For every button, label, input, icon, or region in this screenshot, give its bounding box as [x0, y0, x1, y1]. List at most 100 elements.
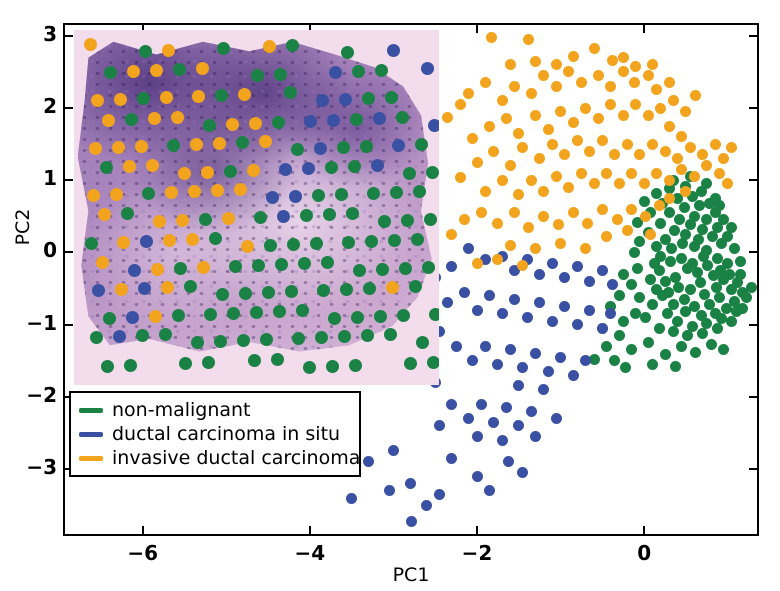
scatter-point — [550, 80, 562, 92]
x-axis-tick — [476, 526, 479, 534]
inset-dot — [110, 188, 123, 202]
inset-dot — [117, 235, 130, 249]
inset-dot — [160, 91, 173, 105]
scatter-point — [471, 470, 483, 482]
scatter-point — [580, 243, 592, 255]
scatter-point — [609, 149, 621, 161]
y-axis-tick — [65, 251, 73, 254]
scatter-point — [509, 264, 521, 276]
scatter-point — [714, 264, 726, 276]
scatter-point — [571, 261, 583, 273]
scatter-point — [713, 199, 725, 211]
y-tick-label: 0 — [43, 238, 57, 263]
inset-dot — [229, 259, 242, 273]
scatter-point — [670, 360, 682, 372]
scatter-point — [530, 109, 542, 121]
inset-dot — [298, 256, 311, 270]
scatter-point — [530, 55, 542, 67]
scatter-point — [665, 255, 677, 267]
scatter-point — [563, 66, 575, 78]
inset-dot — [123, 160, 136, 173]
scatter-point — [596, 203, 608, 215]
inset-dot — [285, 285, 298, 298]
inset-dot — [98, 208, 111, 222]
inset-dot — [378, 215, 391, 229]
inset-dot — [91, 94, 104, 108]
inset-dot — [249, 116, 262, 130]
scatter-point — [651, 284, 663, 296]
scatter-point — [442, 297, 454, 309]
inset-dot — [248, 353, 261, 367]
scatter-point — [647, 59, 659, 71]
inset-dot — [339, 93, 352, 107]
inset-dot — [421, 62, 434, 76]
scatter-point — [726, 221, 738, 233]
scatter-point — [626, 167, 638, 179]
scatter-point — [667, 298, 679, 310]
scatter-point — [712, 252, 724, 264]
scatter-point — [630, 98, 642, 110]
inset-dot — [422, 260, 435, 274]
scatter-point — [592, 113, 604, 125]
scatter-point — [500, 402, 512, 414]
scatter-point — [450, 340, 462, 352]
inset-dot — [403, 167, 416, 180]
inset-dot — [90, 331, 103, 345]
scatter-point — [606, 54, 618, 66]
scatter-point — [596, 135, 608, 147]
scatter-point — [726, 284, 738, 296]
inset-dot — [346, 207, 359, 221]
y-axis-tick — [65, 179, 73, 182]
inset-dot — [138, 282, 151, 295]
inset-dot — [277, 210, 290, 224]
histology-inset-image — [74, 30, 439, 385]
scatter-point — [592, 70, 604, 82]
inset-dot — [291, 142, 304, 156]
inset-dot — [238, 88, 251, 102]
inset-dot — [149, 310, 162, 324]
scatter-point — [605, 98, 617, 110]
inset-dot — [259, 134, 272, 148]
scatter-point — [581, 218, 593, 230]
inset-dot — [211, 184, 224, 198]
scatter-point — [682, 262, 694, 274]
scatter-point — [601, 231, 613, 243]
scatter-point — [538, 384, 550, 396]
inset-dot — [216, 288, 229, 301]
scatter-point — [542, 366, 554, 378]
scatter-point — [484, 485, 496, 497]
scatter-point — [617, 51, 629, 63]
inset-dot — [365, 234, 378, 248]
scatter-point — [647, 298, 659, 310]
inset-dot — [328, 312, 341, 326]
scatter-point — [662, 286, 674, 298]
scatter-point — [500, 113, 512, 125]
inset-dot — [142, 187, 155, 201]
inset-dot — [214, 335, 227, 349]
scatter-point — [504, 239, 516, 251]
inset-dot — [188, 185, 201, 199]
scatter-point — [567, 50, 579, 62]
scatter-point — [722, 257, 734, 269]
inset-dot — [124, 358, 137, 372]
scatter-point — [567, 207, 579, 219]
scatter-point — [454, 171, 466, 183]
scatter-point — [657, 290, 669, 302]
scatter-point — [745, 281, 757, 293]
scatter-point — [530, 243, 542, 255]
inset-dot — [286, 39, 299, 52]
scatter-point — [666, 243, 678, 255]
inset-dot — [163, 233, 176, 247]
scatter-point — [680, 306, 692, 318]
inset-dot — [341, 46, 354, 59]
scatter-point — [709, 138, 721, 150]
inset-dot — [250, 306, 263, 320]
scatter-point — [496, 434, 508, 446]
inset-dot — [199, 213, 212, 227]
inset-dot — [251, 69, 264, 83]
inset-dot — [203, 118, 216, 132]
inset-dot — [92, 284, 105, 297]
inset-dot — [401, 214, 414, 228]
scatter-point — [538, 185, 550, 197]
inset-dot — [146, 159, 159, 172]
